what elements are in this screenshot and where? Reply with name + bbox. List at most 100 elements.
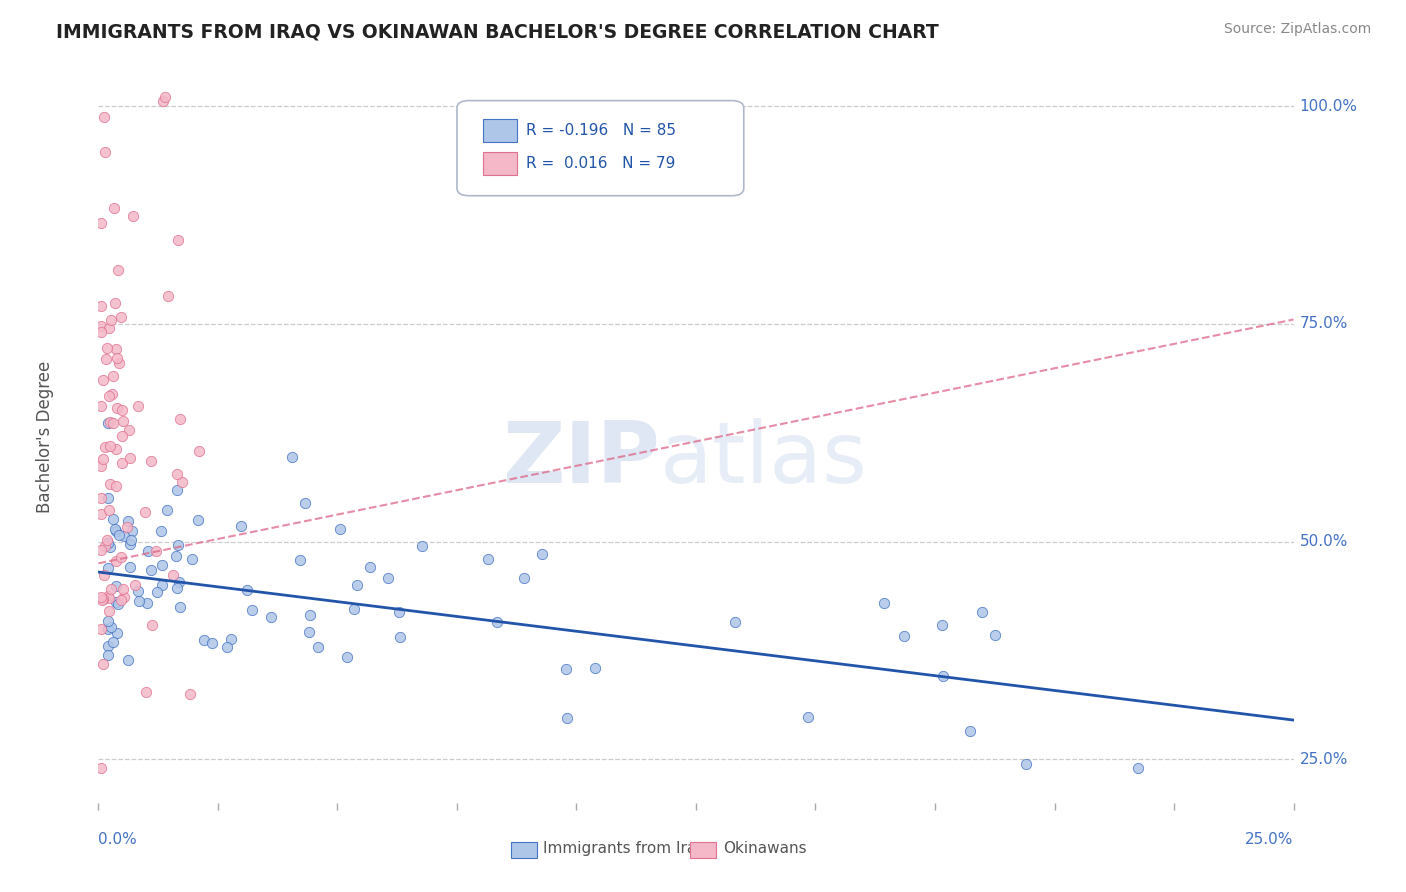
Point bbox=[97, 640, 120, 654]
Point bbox=[346, 578, 368, 592]
Point bbox=[117, 520, 139, 534]
Point bbox=[90, 299, 112, 313]
Text: 100.0%: 100.0% bbox=[1299, 99, 1358, 113]
Point bbox=[797, 709, 820, 723]
Point bbox=[298, 625, 321, 640]
Point bbox=[959, 724, 981, 739]
Text: Immigrants from Iraq: Immigrants from Iraq bbox=[543, 841, 706, 856]
Point bbox=[139, 454, 162, 468]
Point bbox=[166, 483, 188, 497]
Point bbox=[90, 622, 112, 636]
Point bbox=[554, 661, 576, 675]
Point bbox=[388, 605, 411, 619]
Point bbox=[170, 475, 193, 489]
Point bbox=[94, 145, 117, 160]
Point bbox=[136, 596, 159, 610]
Point bbox=[90, 508, 112, 522]
Point bbox=[166, 233, 188, 247]
Point bbox=[260, 610, 283, 624]
Point bbox=[97, 416, 120, 430]
Point bbox=[150, 558, 173, 573]
Point bbox=[97, 615, 120, 629]
Point bbox=[411, 539, 433, 553]
Point bbox=[112, 590, 135, 604]
FancyBboxPatch shape bbox=[690, 841, 716, 858]
Point bbox=[108, 528, 131, 542]
FancyBboxPatch shape bbox=[510, 841, 537, 858]
Point bbox=[513, 571, 536, 585]
Text: 50.0%: 50.0% bbox=[1299, 534, 1348, 549]
Point bbox=[91, 657, 114, 671]
Point bbox=[893, 629, 915, 643]
Point bbox=[477, 551, 499, 566]
Point bbox=[152, 578, 174, 592]
Point bbox=[94, 440, 117, 454]
Point bbox=[201, 636, 224, 650]
Point bbox=[118, 560, 141, 574]
FancyBboxPatch shape bbox=[484, 152, 517, 175]
Point bbox=[240, 602, 263, 616]
Point bbox=[219, 632, 242, 646]
Point bbox=[329, 522, 352, 536]
Point bbox=[169, 411, 191, 425]
Text: Bachelor's Degree: Bachelor's Degree bbox=[35, 361, 53, 513]
Point bbox=[118, 536, 141, 550]
Point bbox=[873, 596, 896, 610]
Point bbox=[97, 491, 120, 505]
Point bbox=[121, 524, 143, 539]
Point bbox=[101, 635, 124, 649]
Text: Okinawans: Okinawans bbox=[724, 841, 807, 856]
Point bbox=[128, 594, 150, 608]
Point bbox=[98, 439, 121, 453]
Point bbox=[298, 607, 321, 622]
Point bbox=[127, 399, 149, 413]
Point bbox=[162, 568, 184, 582]
Point bbox=[152, 94, 174, 108]
Point bbox=[97, 535, 120, 549]
Point bbox=[97, 591, 120, 605]
Point bbox=[107, 598, 129, 612]
Point bbox=[983, 628, 1005, 642]
Point bbox=[104, 595, 127, 609]
Point bbox=[97, 560, 120, 574]
Text: R =  0.016   N = 79: R = 0.016 N = 79 bbox=[526, 156, 676, 171]
Point bbox=[236, 582, 259, 597]
Point bbox=[90, 592, 112, 607]
Point bbox=[112, 414, 135, 428]
Point bbox=[138, 544, 160, 558]
Point bbox=[103, 417, 125, 431]
Point bbox=[149, 524, 172, 538]
Point bbox=[110, 310, 132, 324]
Point bbox=[101, 386, 124, 401]
Point bbox=[531, 547, 554, 561]
Point bbox=[117, 514, 139, 528]
Point bbox=[93, 592, 115, 607]
Point bbox=[91, 373, 114, 387]
Text: IMMIGRANTS FROM IRAQ VS OKINAWAN BACHELOR'S DEGREE CORRELATION CHART: IMMIGRANTS FROM IRAQ VS OKINAWAN BACHELO… bbox=[56, 22, 939, 41]
Point bbox=[1015, 756, 1038, 771]
Point bbox=[110, 593, 132, 607]
Point bbox=[98, 476, 121, 491]
Point bbox=[120, 533, 142, 548]
Point bbox=[93, 567, 115, 582]
Point bbox=[1128, 761, 1150, 775]
Point bbox=[281, 450, 304, 465]
Point bbox=[141, 617, 163, 632]
Point bbox=[157, 288, 180, 302]
Point bbox=[557, 711, 579, 725]
Point bbox=[105, 625, 128, 640]
Point bbox=[112, 582, 135, 596]
Point bbox=[294, 496, 316, 510]
Point bbox=[120, 451, 142, 466]
Point bbox=[166, 582, 188, 596]
Point bbox=[166, 467, 188, 481]
Point bbox=[98, 541, 121, 555]
Point bbox=[98, 604, 121, 618]
Point bbox=[932, 669, 955, 683]
Point bbox=[155, 503, 177, 517]
Text: ZIP: ZIP bbox=[502, 417, 661, 500]
Point bbox=[485, 615, 508, 629]
Point bbox=[90, 491, 112, 506]
Point bbox=[229, 519, 252, 533]
Point bbox=[110, 549, 132, 564]
